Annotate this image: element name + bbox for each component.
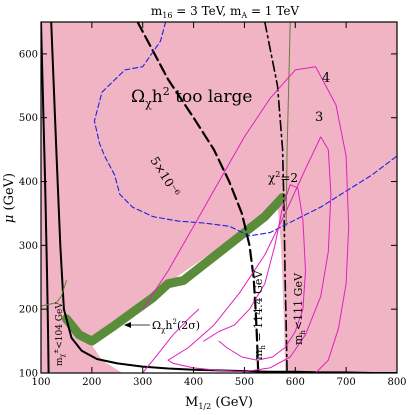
x-tick-label: 600 xyxy=(286,377,305,388)
series-olive-line-right xyxy=(285,22,291,227)
series-dm-contour xyxy=(93,22,397,237)
chart-title: m16 = 3 TeV, mA = 1 TeV xyxy=(151,4,300,20)
y-tick-label: 600 xyxy=(19,49,38,60)
x-tick-label: 800 xyxy=(387,377,406,388)
series-relic-band xyxy=(61,193,288,346)
annotation-band: Ωχh2(2σ) xyxy=(152,318,200,334)
series-chargino-bound-left xyxy=(41,22,50,373)
x-axis-label: M1/2 (GeV) xyxy=(185,395,253,411)
series-chi2-3 xyxy=(167,136,332,373)
x-tick-label: 200 xyxy=(82,377,101,388)
plot-frame xyxy=(40,21,398,374)
series-olive-line xyxy=(41,280,67,307)
y-tick-label: 400 xyxy=(19,177,38,188)
annotation-chi2-2: χ2=2 xyxy=(268,170,298,185)
y-tick-label: 200 xyxy=(19,305,38,316)
band-label-arrowhead xyxy=(124,322,131,328)
x-tick-label: 100 xyxy=(31,377,50,388)
y-tick-label: 300 xyxy=(19,241,38,252)
x-tick-label: 300 xyxy=(133,377,152,388)
annotation-chi2-4: 4 xyxy=(322,71,330,86)
series-chi2-4-left xyxy=(142,308,200,373)
x-tick-label: 700 xyxy=(337,377,356,388)
y-tick-label: 500 xyxy=(19,113,38,124)
x-tick-label: 500 xyxy=(235,377,254,388)
annotation-chargino: mχ±<104 GeV xyxy=(53,302,66,366)
annotation-higgs-111: mh<111 GeV xyxy=(292,272,307,345)
y-tick-label: 100 xyxy=(19,369,38,380)
y-axis-label: μ (GeV) xyxy=(2,173,17,223)
series-chi2-2 xyxy=(203,184,306,361)
annotation-higgs-114: mh = 114.4 GeV xyxy=(252,270,267,360)
series-higgs-111 xyxy=(264,22,288,373)
x-tick-label: 400 xyxy=(184,377,203,388)
series-higgs-114 xyxy=(136,22,260,373)
series-chi2-4 xyxy=(142,66,350,373)
annotation-omega-too-large: Ωχh2 too large xyxy=(131,85,253,110)
allowed-region xyxy=(89,203,286,373)
annotation-chi2-3: 3 xyxy=(315,110,323,125)
